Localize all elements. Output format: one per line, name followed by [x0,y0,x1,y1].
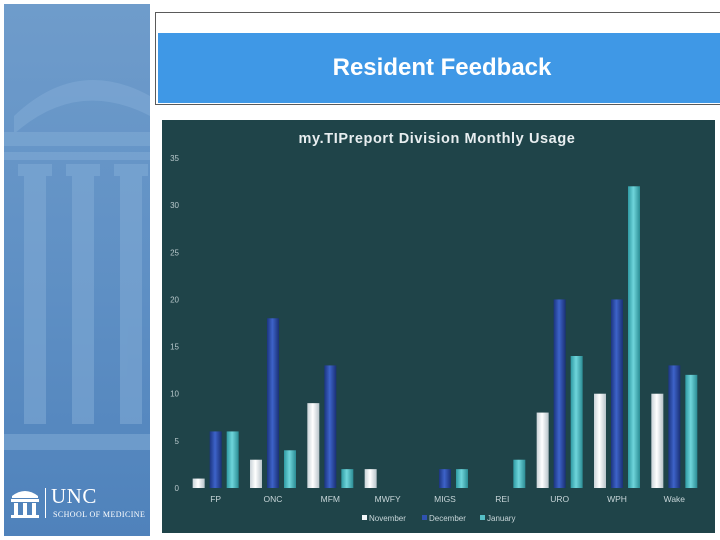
bar-december-mfm [324,365,337,488]
bar-january-onc [284,450,296,488]
old-well-watermark-icon [4,80,150,450]
y-tick-label: 35 [170,154,179,163]
legend-swatch-january [480,515,485,520]
bar-january-rei [513,459,526,488]
logo-divider [45,488,46,518]
y-tick-label: 5 [175,437,180,446]
x-tick-label: WPH [607,494,627,504]
title-bar: Resident Feedback [158,33,720,103]
bar-january-mfm [341,469,354,488]
slide-title: Resident Feedback [332,54,552,81]
chart-panel: my.TIPreport Division Monthly Usage 0 5 10… [162,120,715,533]
old-well-icon [11,491,39,518]
bar-december-fp [209,431,222,488]
legend-label-december: December [429,514,466,523]
y-tick-label: 0 [175,484,180,493]
x-tick-label: MFM [321,494,340,504]
x-tick-label: Wake [664,494,686,504]
y-tick-label: 20 [170,295,179,304]
bar-december-wake [668,365,681,488]
x-tick-label: MWFY [375,494,401,504]
legend-label-january: January [487,514,515,523]
bar-november-mwfy [364,469,377,488]
title-frame: Resident Feedback [155,12,720,105]
x-tick-label: URO [550,494,569,504]
x-tick-label: REI [495,494,509,504]
unc-logo: UNC SCHOOL OF MEDICINE [10,484,150,526]
usage-bar-chart: my.TIPreport Division Monthly Usage 0 5 10… [170,131,698,523]
logo-subtitle: SCHOOL OF MEDICINE [53,510,146,519]
bar-november-fp [192,478,205,488]
logo-name: UNC [51,484,97,508]
y-tick-label: 30 [170,201,179,210]
y-tick-label: 10 [170,390,179,399]
bar-december-onc [267,318,279,488]
chart-title: my.TIPreport Division Monthly Usage [299,131,576,147]
bar-january-wake [685,374,698,488]
bar-december-migs [439,469,451,488]
sidebar-panel: UNC SCHOOL OF MEDICINE [4,4,150,536]
legend-swatch-december [422,515,427,520]
bar-november-mfm [307,403,320,488]
legend-label-november: November [369,514,406,523]
bar-november-wph [594,393,606,488]
bar-january-uro [570,356,583,488]
x-tick-label: MIGS [434,494,456,504]
bar-january-wph [628,186,640,488]
y-tick-label: 15 [170,343,179,352]
legend-swatch-november [362,515,367,520]
bar-november-wake [651,393,664,488]
bar-november-uro [536,412,549,488]
x-tick-label: ONC [264,494,283,504]
bar-december-wph [611,299,623,488]
bar-november-onc [250,459,262,488]
bar-january-fp [226,431,239,488]
bar-december-uro [553,299,566,488]
x-tick-label: FP [210,494,221,504]
y-tick-label: 25 [170,248,179,257]
bar-january-migs [456,469,468,488]
